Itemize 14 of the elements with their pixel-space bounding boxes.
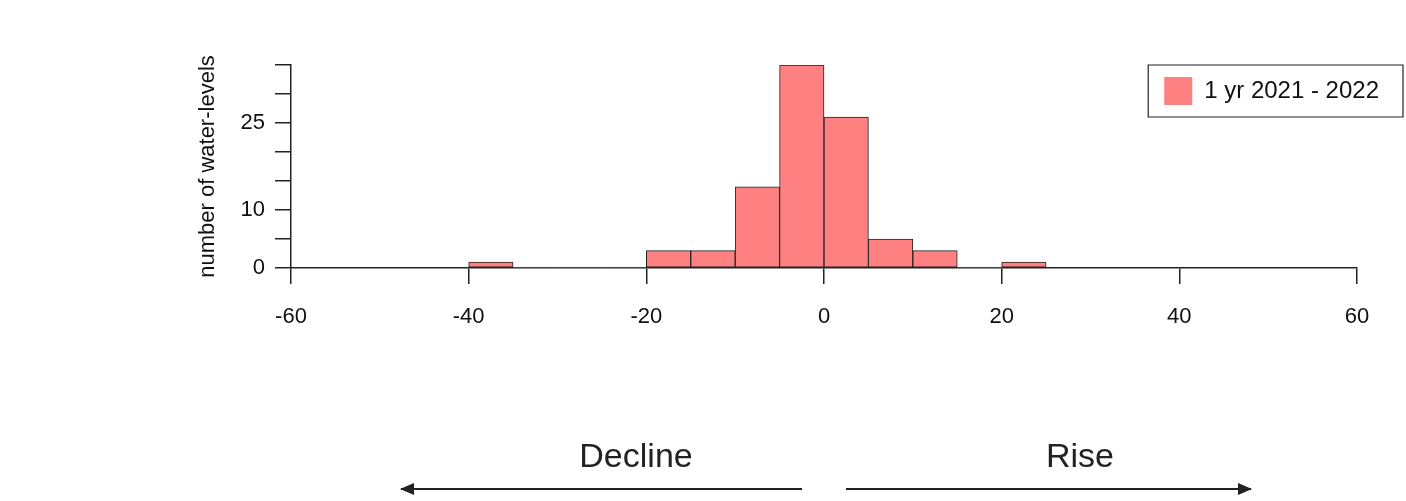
text: Rise [1045,436,1115,475]
x-tick-label: 60 [1344,303,1370,329]
legend-label: 1 yr 2021 - 2022 [1204,75,1380,103]
x-tick-label: 20 [989,303,1014,329]
text: Decline [579,436,693,475]
x-tick-label: -40 [452,303,485,329]
x-tick-label: -20 [630,303,663,329]
x-tick-label: 0 [817,303,831,329]
y-tick-label: 10 [240,196,265,222]
x-tick-label: 40 [1167,303,1192,329]
y-tick-label: 0 [252,254,265,280]
y-axis-title: number of water-levels [194,55,220,278]
x-tick-label: -60 [275,303,307,329]
y-tick-label: 25 [240,109,265,135]
